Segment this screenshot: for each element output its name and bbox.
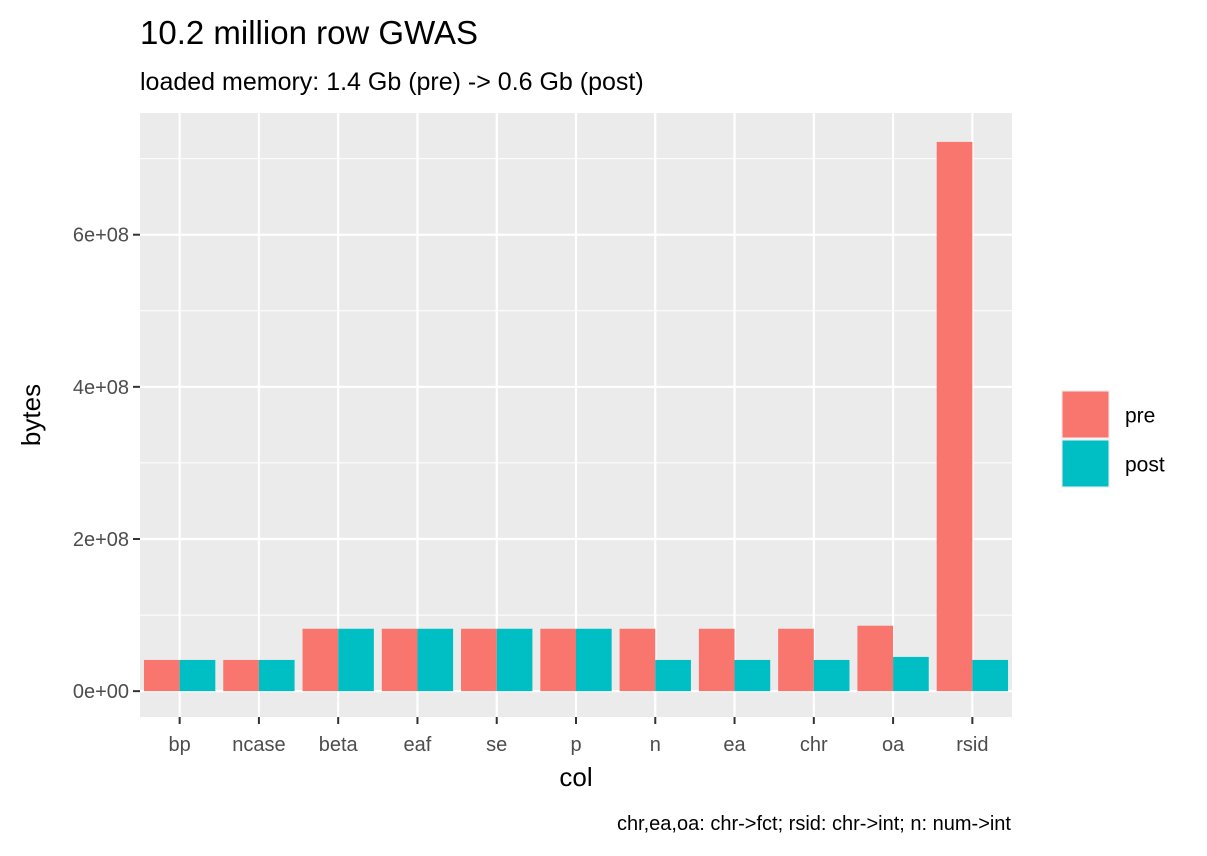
bar-post-p xyxy=(576,628,612,692)
bar-pre-bp xyxy=(143,659,180,692)
x-tick-label-bp: bp xyxy=(169,734,191,756)
legend-key-pre xyxy=(1062,391,1109,438)
bar-post-beta xyxy=(338,628,374,692)
bar-post-ea xyxy=(734,659,771,692)
bar-post-chr xyxy=(813,659,850,692)
bar-pre-rsid xyxy=(936,141,973,692)
x-tick-label-eaf: eaf xyxy=(404,734,432,756)
x-axis: bp ncase beta eaf se p n ea chr oa rsid xyxy=(169,717,988,756)
y-tick-label: 0e+00 xyxy=(73,681,129,703)
bar-pre-chr xyxy=(778,628,814,692)
bar-post-bp xyxy=(179,659,216,692)
y-axis: 0e+00 2e+08 4e+08 6e+08 xyxy=(73,225,140,703)
legend-key-post xyxy=(1062,440,1109,487)
x-tick-label-rsid: rsid xyxy=(956,734,988,756)
bar-post-n xyxy=(655,659,691,692)
legend: pre post xyxy=(1061,390,1165,488)
bar-pre-ea xyxy=(698,628,735,692)
bar-post-rsid xyxy=(972,659,1009,692)
bar-pre-oa xyxy=(857,625,894,692)
bar-post-ncase xyxy=(258,659,295,692)
bars xyxy=(143,141,1009,692)
chart-title: 10.2 million row GWAS xyxy=(140,14,478,51)
bar-post-oa xyxy=(893,656,929,692)
x-tick-label-ncase: ncase xyxy=(232,734,285,756)
y-tick-label: 6e+08 xyxy=(73,225,129,247)
bar-post-se xyxy=(496,628,533,692)
bar-pre-ncase xyxy=(223,659,259,692)
x-tick-label-se: se xyxy=(486,734,507,756)
x-tick-label-ea: ea xyxy=(723,734,746,756)
y-tick-label: 4e+08 xyxy=(73,377,129,399)
y-axis-title: bytes xyxy=(16,384,46,446)
x-tick-label-beta: beta xyxy=(319,734,359,756)
bar-pre-n xyxy=(619,628,656,692)
x-tick-label-p: p xyxy=(570,734,581,756)
chart-caption: chr,ea,oa: chr->fct; rsid: chr->int; n: … xyxy=(617,813,1011,835)
bar-pre-se xyxy=(461,628,497,692)
bar-pre-eaf xyxy=(381,628,418,692)
y-tick-label: 2e+08 xyxy=(73,529,129,551)
bar-post-eaf xyxy=(417,628,454,692)
x-tick-label-n: n xyxy=(650,734,661,756)
legend-label-post: post xyxy=(1125,454,1165,477)
x-tick-label-chr: chr xyxy=(800,734,828,756)
chart-subtitle: loaded memory: 1.4 Gb (pre) -> 0.6 Gb (p… xyxy=(140,68,644,96)
legend-label-pre: pre xyxy=(1125,405,1155,428)
bar-pre-p xyxy=(540,628,576,692)
bar-pre-beta xyxy=(302,628,339,692)
x-tick-label-oa: oa xyxy=(882,734,905,756)
x-axis-title: col xyxy=(559,762,592,792)
